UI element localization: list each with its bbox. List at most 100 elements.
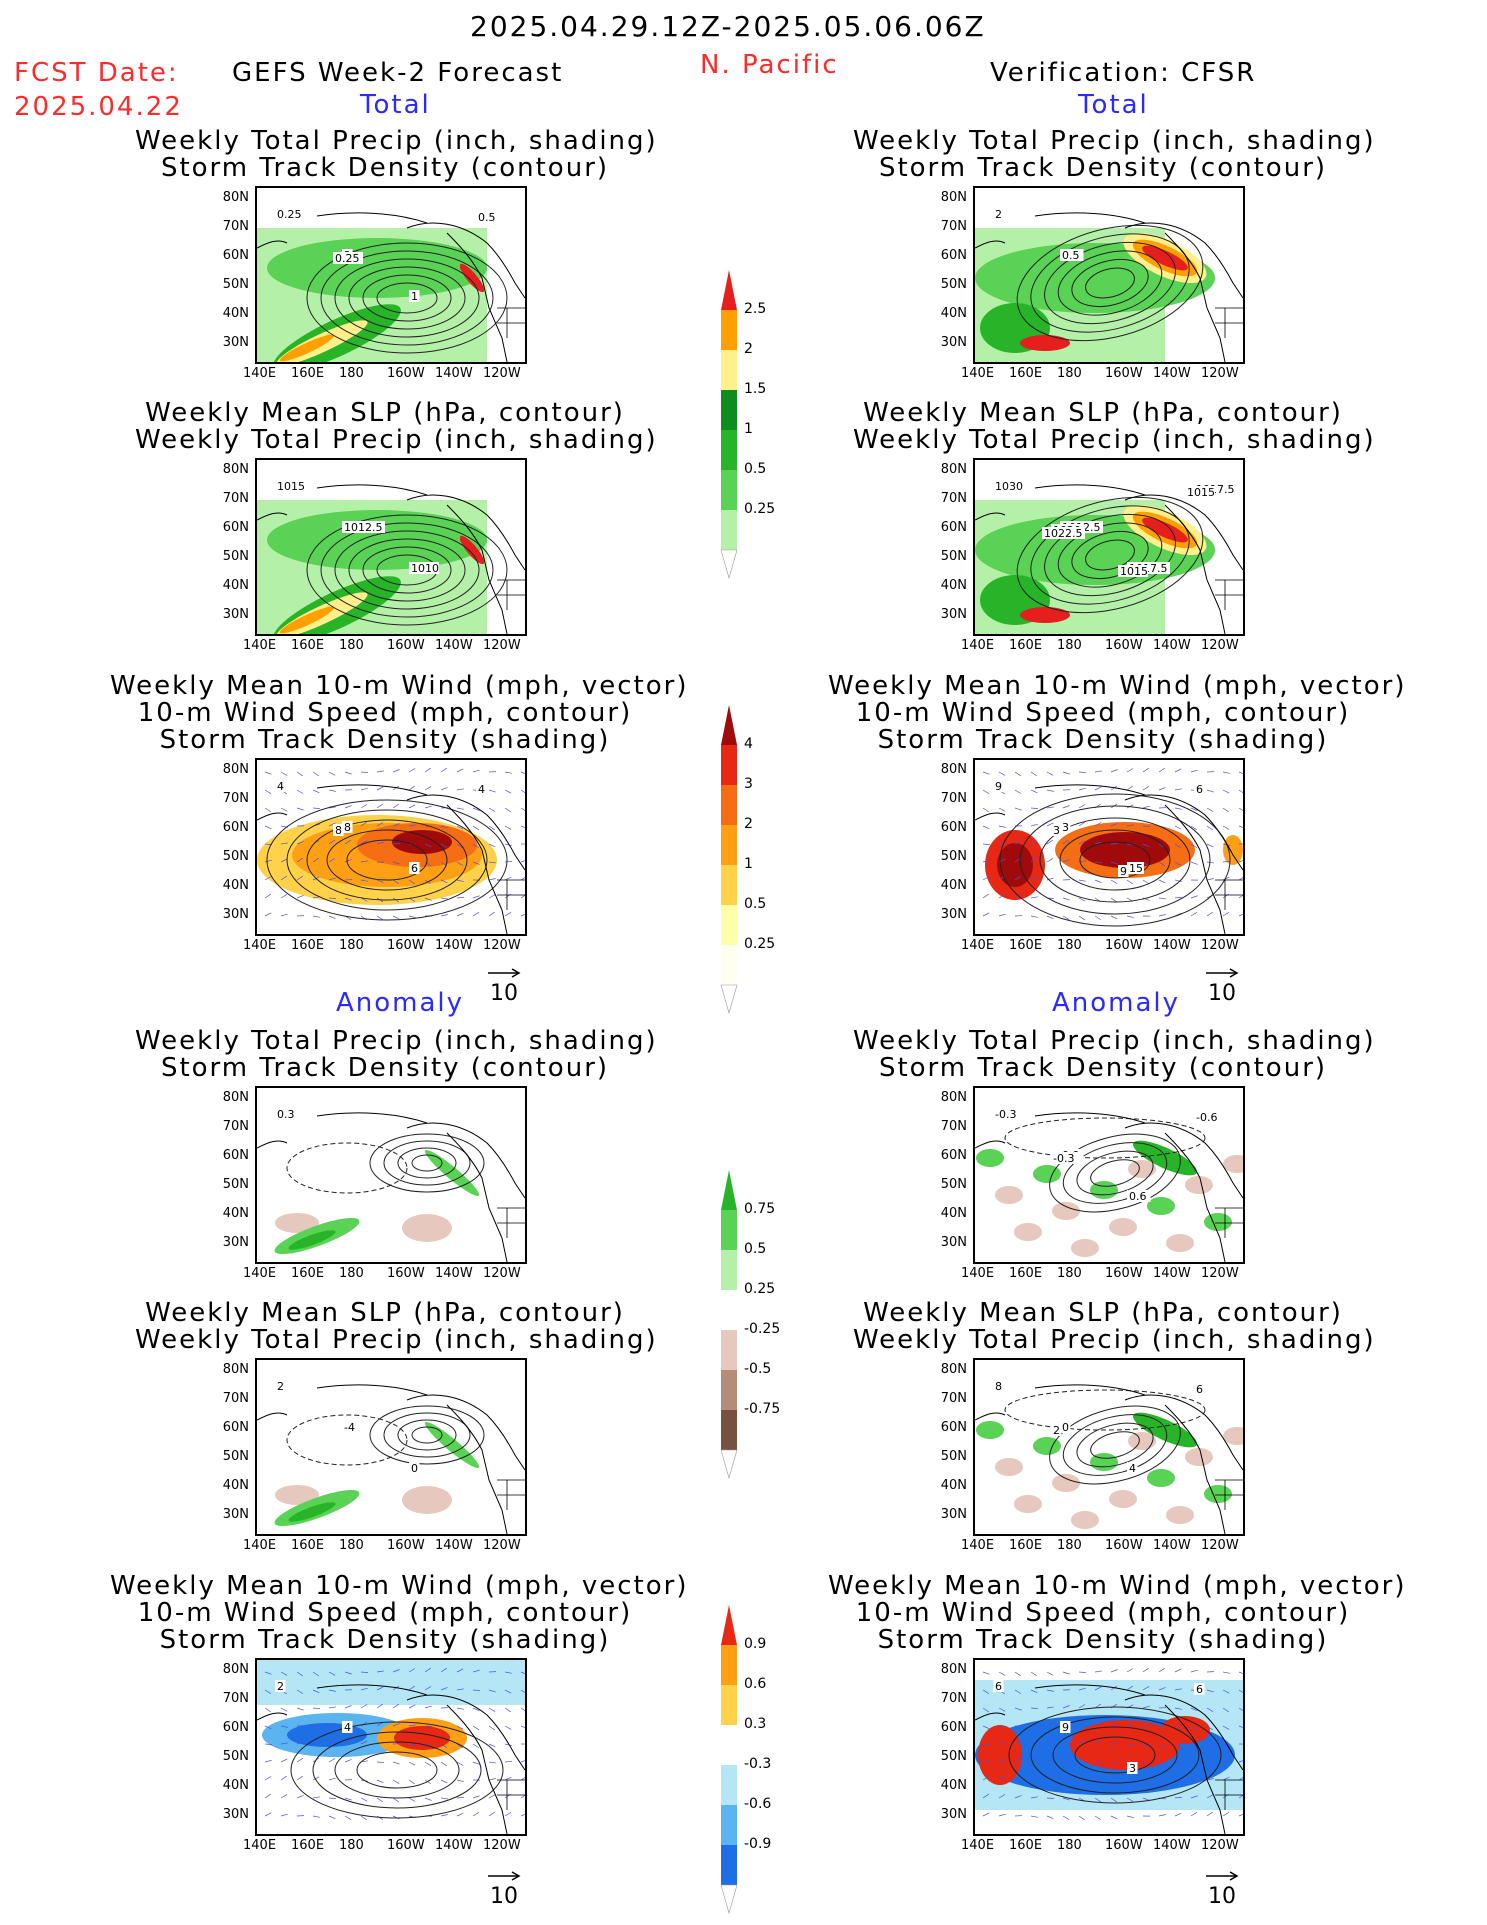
arrow-right-icon <box>488 1871 521 1881</box>
colorbar-swatch <box>721 310 737 350</box>
title-line-1: Weekly Total Precip (inch, shading) <box>135 1026 658 1056</box>
left-column-title: GEFS Week-2 Forecast <box>232 58 564 88</box>
wind-vector <box>998 1775 1005 1781</box>
map-fcst-wind-track: 4 8 6 4 8 <box>255 758 527 936</box>
wind-vector <box>1014 1707 1022 1711</box>
colorbar-label: 1.5 <box>744 381 767 397</box>
wind-vector <box>376 915 384 921</box>
wind-vector <box>488 911 495 917</box>
wind-vector <box>456 1743 463 1749</box>
wind-vector <box>472 807 480 812</box>
wind-vector <box>376 841 384 845</box>
lat-label: 70N <box>222 791 249 806</box>
contour-label: 1015 <box>277 480 305 493</box>
contour-label: 2 <box>277 1680 284 1693</box>
lon-label: 140E <box>961 1838 995 1853</box>
wind-vector <box>1078 771 1087 773</box>
panel-title-ver-wind-track: Weekly Mean 10-m Wind (mph, vector) 10-m… <box>828 673 1404 754</box>
lon-label: 160W <box>1105 1538 1143 1553</box>
wind-vector <box>1094 1741 1102 1745</box>
wind-vector <box>312 771 320 777</box>
wind-vector <box>982 1776 990 1781</box>
wind-speed-anom-contour <box>356 1751 438 1789</box>
wind-vector <box>328 806 336 809</box>
wind-vector <box>1110 1723 1118 1727</box>
lon-label: 160E <box>1009 1538 1043 1553</box>
wind-speed-anom-contour <box>1074 1736 1156 1774</box>
wind-vector <box>488 1778 496 1781</box>
wind-vector <box>1062 915 1070 920</box>
lon-label: 160W <box>1105 366 1143 381</box>
map-ver-anom-wind-track: 6 9 3 6 <box>973 1658 1245 1836</box>
contour-label-bg <box>1060 821 1071 833</box>
wind-vector <box>504 789 512 794</box>
wind-vector <box>488 894 496 899</box>
wind-vector <box>424 843 432 848</box>
wind-vector <box>1158 1725 1166 1729</box>
lat-label: 40N <box>940 1478 967 1493</box>
wind-vector <box>1014 895 1022 899</box>
asia-coast <box>257 1140 288 1149</box>
contour-label: 4 <box>1129 1462 1136 1475</box>
wind-vector <box>1174 1725 1182 1730</box>
wind-vector <box>1206 878 1214 881</box>
wind-vector <box>1142 1705 1150 1709</box>
wind-vector <box>1190 1725 1198 1731</box>
wind-vector <box>1174 1743 1181 1749</box>
contour-label-bg <box>1051 824 1062 836</box>
wind-vector <box>1174 825 1182 830</box>
lat-label: 60N <box>222 520 249 535</box>
wind-vector <box>998 771 1006 776</box>
wind-vector <box>1110 1815 1118 1820</box>
lon-label: 160E <box>1009 938 1043 953</box>
contour-label: 0.25 <box>277 208 302 221</box>
wind-vector <box>344 859 352 863</box>
wind-vector <box>376 879 384 884</box>
lon-label: 180 <box>339 1538 364 1553</box>
wind-vector <box>998 894 1006 899</box>
wind-vector <box>376 803 383 809</box>
wind-vector <box>1142 1797 1150 1801</box>
map-canvas: 8 0 4 6 2 <box>975 1380 1243 1534</box>
colorbar-cap-top <box>721 1605 737 1645</box>
wind-vector <box>1206 1778 1214 1781</box>
wind-vector <box>1142 1743 1150 1748</box>
lon-label: 160W <box>1105 638 1143 653</box>
lat-label: 60N <box>222 1720 249 1735</box>
wind-vector <box>504 807 511 813</box>
wind-vector <box>1014 841 1022 845</box>
lon-label: 160W <box>1105 938 1143 953</box>
wind-vector <box>488 825 495 831</box>
wind-vector <box>344 771 352 775</box>
colorbar-label: 4 <box>744 736 753 752</box>
precip-anom-patch <box>1033 1437 1061 1455</box>
lon-label: 140W <box>435 366 473 381</box>
wind-vector <box>1206 1725 1213 1731</box>
wind-vector <box>1190 1743 1198 1749</box>
wind-speed-contour <box>326 829 448 891</box>
colorbar-swatches <box>720 705 738 1015</box>
wind-vector <box>264 876 272 881</box>
colorbar-swatch <box>721 1645 737 1685</box>
wind-speed-contour <box>1079 841 1151 879</box>
panel-title-ver-precip-track: Weekly Total Precip (inch, shading) Stor… <box>853 128 1374 182</box>
coastline <box>1034 1112 1243 1262</box>
lat-label: 50N <box>222 1449 249 1464</box>
contour-label-bg <box>275 480 305 492</box>
wind-vector <box>1046 822 1054 827</box>
wind-vector <box>392 1669 400 1673</box>
wind-vector <box>1110 1797 1117 1803</box>
wind-vector <box>1222 1725 1230 1730</box>
contour-label: 9 <box>1062 1721 1069 1734</box>
lon-label: 160E <box>291 1538 325 1553</box>
colorbar-swatch <box>721 1290 737 1330</box>
wind-vector <box>1046 1739 1053 1745</box>
wind-vector <box>1110 897 1117 903</box>
wind-speed-contour <box>1019 805 1211 915</box>
wind-vector <box>312 1815 320 1818</box>
map-ver-precip-track: 2 0.5 <box>973 186 1245 364</box>
contour-label-bg <box>1051 1424 1062 1436</box>
vector-ref-label: 10 <box>1208 1884 1236 1909</box>
lat-label: 50N <box>222 1749 249 1764</box>
wind-vector <box>456 1668 464 1673</box>
